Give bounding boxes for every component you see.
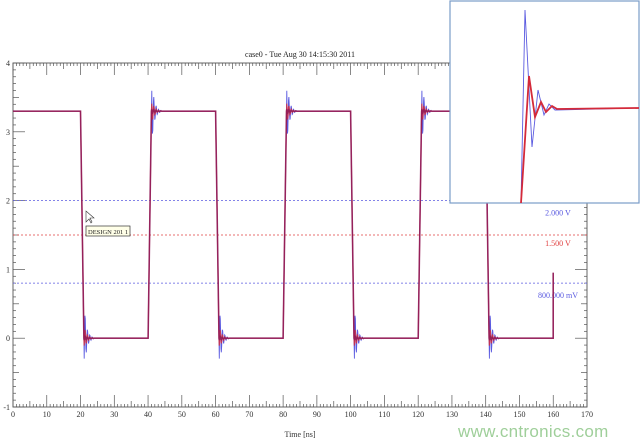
x-tick-label: 30 — [110, 410, 118, 419]
x-tick-label: 150 — [513, 410, 525, 419]
marker-tag-box — [85, 225, 131, 237]
y-tick-label: 1 — [6, 265, 10, 274]
y-tick-label: 3 — [6, 128, 10, 137]
y-tick-label: -1 — [3, 403, 10, 412]
x-tick-label: 60 — [212, 410, 220, 419]
x-tick-label: 0 — [11, 410, 15, 419]
x-tick-label: 100 — [345, 410, 357, 419]
chart-title: case0 - Tue Aug 30 14:15:30 2011 — [245, 50, 355, 59]
x-tick-label: 110 — [379, 410, 391, 419]
marker-tag: DESIGN 201 1 — [88, 229, 128, 236]
x-tick-label: 50 — [178, 410, 186, 419]
x-tick-label: 130 — [446, 410, 458, 419]
mouse-cursor-icon — [85, 210, 95, 224]
series-overlap — [13, 108, 554, 341]
reference-label: 1.500 V — [545, 239, 571, 248]
x-tick-label: 90 — [313, 410, 321, 419]
x-axis-label: Time [ns] — [284, 430, 315, 439]
x-tick-label: 160 — [547, 410, 559, 419]
x-tick-label: 120 — [412, 410, 424, 419]
y-tick-label: 0 — [6, 334, 10, 343]
x-tick-label: 80 — [279, 410, 287, 419]
x-tick-label: 10 — [43, 410, 51, 419]
x-tick-label: 70 — [245, 410, 253, 419]
watermark: www.cntronics.com — [458, 422, 609, 441]
x-tick-label: 20 — [77, 410, 85, 419]
y-tick-label: 2 — [6, 197, 10, 206]
inset-zoom-panel — [449, 0, 640, 204]
inset-series-red — [520, 75, 640, 204]
reference-label: 2.000 V — [545, 209, 571, 218]
x-tick-label: 40 — [144, 410, 152, 419]
x-tick-label: 140 — [480, 410, 492, 419]
x-tick-label: 170 — [581, 410, 593, 419]
y-tick-label: 4 — [6, 59, 10, 68]
reference-label: 800.000 mV — [538, 291, 578, 300]
